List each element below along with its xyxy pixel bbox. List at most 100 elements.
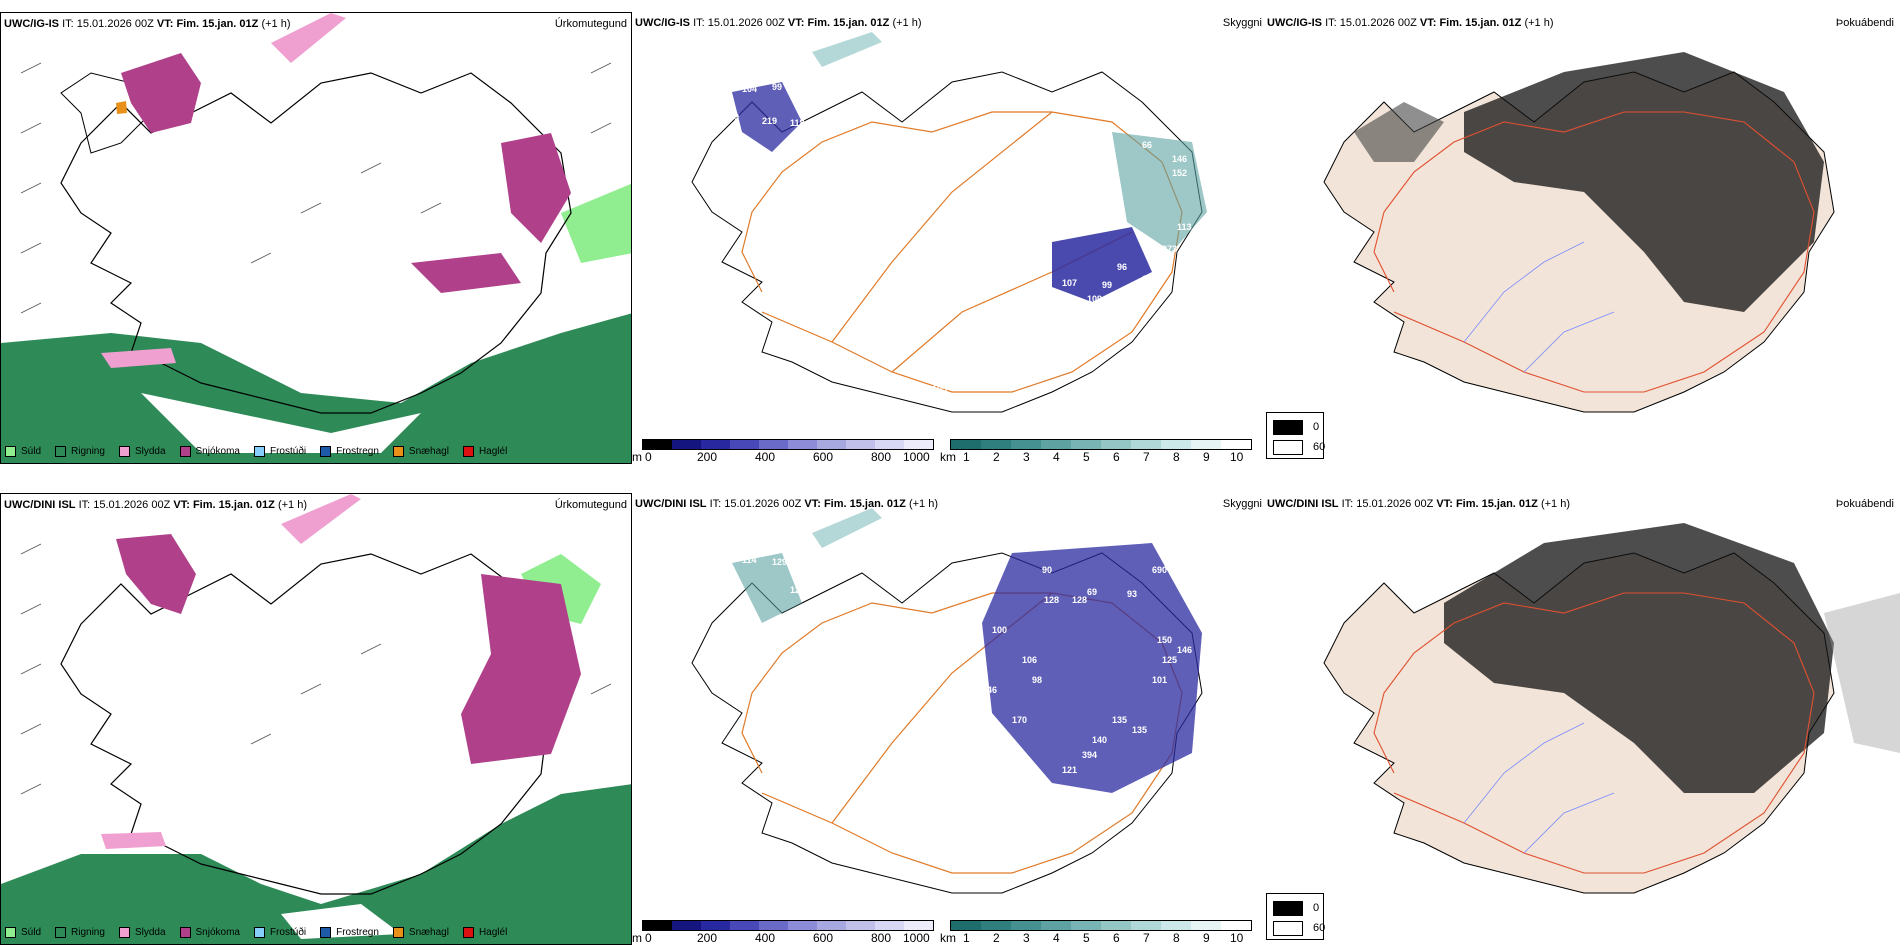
legend-item: Snjókoma <box>179 927 240 938</box>
legend-item: Frostregn <box>320 927 379 938</box>
colorbar-segment <box>875 921 904 930</box>
colorbar-segment <box>759 440 788 449</box>
it-label: IT: <box>1341 498 1354 510</box>
legend-item: Súld <box>5 446 41 457</box>
legend-swatch <box>55 446 67 457</box>
wind-barbs <box>20 543 612 795</box>
colorbar-segment <box>1161 921 1191 930</box>
legend-label: Snæhagl <box>408 927 449 938</box>
vis-number: 113 <box>1177 222 1192 232</box>
precip-type-panel-1: UWC/IG-IS IT: 15.01.2026 00Z VT: Fim. 15… <box>0 12 632 464</box>
vis-number: 109 <box>1087 294 1102 304</box>
legend-item: Frostregn <box>320 446 379 457</box>
vis-number: 108 <box>992 184 1007 194</box>
legend-swatch <box>118 927 130 938</box>
colorbar-tick: 8 <box>1173 450 1180 464</box>
legend-swatch <box>5 446 16 457</box>
fog-legend-label: 0 <box>1313 421 1320 433</box>
legend-label: Súld <box>21 927 42 938</box>
colorbar-segment <box>846 921 875 930</box>
colorbar-tick: 2 <box>993 450 1000 464</box>
lead-time: (+1 h) <box>261 18 291 30</box>
colorbar-segment <box>951 921 981 930</box>
colorbar-segment <box>788 921 817 930</box>
colorbar-segment <box>904 921 933 930</box>
it-value: 15.01.2026 00Z <box>707 17 785 29</box>
legend-swatch <box>118 446 130 457</box>
colorbar-segment <box>904 440 933 449</box>
colorbar-segment <box>701 921 730 930</box>
vis-number: 129 <box>772 557 787 567</box>
coastline <box>60 553 572 895</box>
visibility-colorbar: km 1 2 3 4 5 6 7 8 9 10 <box>940 918 1252 945</box>
colorbar-segment <box>1011 440 1041 449</box>
legend-label: Frostúði <box>269 446 307 457</box>
snow-area-east <box>461 574 581 764</box>
legend-label: Snæhagl <box>408 446 449 457</box>
vis-number: 152 <box>1172 168 1187 178</box>
model-name: UWC/DINI ISL <box>4 499 76 511</box>
model-name: UWC/IG-IS <box>4 18 59 30</box>
colorbar-tick: 800 <box>871 931 892 945</box>
visibility-colorbar-strip <box>950 920 1252 931</box>
vt-label: VT: <box>804 498 821 510</box>
fog-legend-swatch <box>1273 420 1303 435</box>
sleet-area-sw <box>101 348 176 368</box>
colorbar-tick: 5 <box>1083 450 1090 464</box>
colorbar-tick: 8 <box>1173 931 1180 945</box>
model-name: UWC/IG-IS <box>635 17 690 29</box>
vt-label: VT: <box>1436 498 1453 510</box>
colorbar-tick: 9 <box>1203 450 1210 464</box>
colorbar-segment <box>817 921 846 930</box>
colorbar-tick: 9 <box>1203 931 1210 945</box>
colorbar-tick: 6 <box>1113 450 1120 464</box>
legend-item: Súld <box>5 927 41 938</box>
sleet-streak <box>281 494 361 544</box>
vis-number: 135 <box>1112 715 1127 725</box>
ceiling-colorbar-strip <box>642 439 934 450</box>
legend-swatch <box>179 446 191 457</box>
vis-number: 62 <box>1062 334 1072 344</box>
snow-area-nw <box>116 534 196 614</box>
vis-number: 90 <box>1042 565 1052 575</box>
vis-number: 109 <box>724 112 739 122</box>
colorbar-tick: 200 <box>697 931 718 945</box>
vt-value: Fim. 15.jan. 01Z <box>807 17 890 29</box>
vt-value: Fim. 15.jan. 01Z <box>823 498 906 510</box>
lead-time: (+1 h) <box>1524 17 1554 29</box>
precip-legend: Súld Rigning Slydda Snjókoma Frostúði Fr… <box>5 927 521 938</box>
fog-map-1 <box>1323 52 1835 413</box>
model-name: UWC/DINI ISL <box>1267 498 1339 510</box>
fog-legend-swatch <box>1273 440 1303 455</box>
colorbar-segment <box>951 440 981 449</box>
colorbar-tick: 200 <box>697 450 718 464</box>
fog-panel-2: UWC/DINI ISL IT: 15.01.2026 00Z VT: Fim.… <box>1264 493 1900 945</box>
fog-area <box>1824 593 1900 753</box>
vis-number: 104 <box>742 84 757 94</box>
colorbar-tick: 3 <box>1023 450 1030 464</box>
low-vis-area <box>732 553 802 623</box>
colorbar-tick: 0 <box>645 931 652 945</box>
vis-number: 112 <box>952 234 967 244</box>
wind-barbs <box>20 62 612 314</box>
colorbar-segment <box>1071 440 1101 449</box>
colorbar-segment <box>759 921 788 930</box>
colorbar-unit: m <box>632 450 642 464</box>
dry-gap <box>281 904 401 939</box>
vis-number: 141 <box>1142 274 1157 284</box>
it-value: 15.01.2026 00Z <box>1339 17 1417 29</box>
fog-legend-swatch <box>1273 901 1303 916</box>
colorbar-tick: 2 <box>993 931 1000 945</box>
panel-title: Úrkomutegund <box>554 499 627 511</box>
legend-swatch <box>320 446 332 457</box>
legend-item: Frostúði <box>253 927 306 938</box>
roads <box>1373 592 1815 874</box>
vis-number: 98 <box>1032 675 1042 685</box>
colorbar-tick: 1 <box>963 931 970 945</box>
lead-time: (+1 h) <box>1540 498 1570 510</box>
legend-item: Haglél <box>462 446 507 457</box>
lead-time: (+1 h) <box>277 499 307 511</box>
dry-gap <box>141 393 421 453</box>
legend-label: Súld <box>21 446 42 457</box>
legend-label: Frostregn <box>336 446 379 457</box>
